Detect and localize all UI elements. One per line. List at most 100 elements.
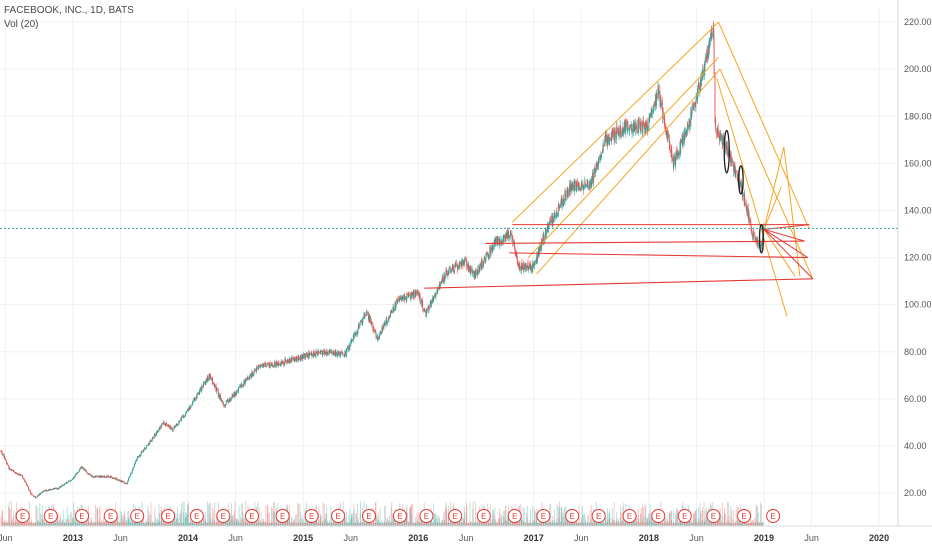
volume-bar [587, 516, 589, 526]
candle-body [134, 463, 136, 465]
volume-bar [704, 518, 706, 526]
candle-body [98, 475, 100, 477]
volume-bar [152, 521, 154, 526]
candle-body [484, 257, 485, 260]
volume-bar [145, 520, 147, 526]
volume-bar [609, 512, 611, 526]
volume-bar [615, 522, 617, 526]
candle-body [95, 475, 97, 478]
volume-bar [62, 522, 63, 526]
volume-bar [651, 521, 653, 526]
candle-body [166, 422, 167, 426]
volume-bar [744, 522, 746, 526]
candle-body [208, 378, 209, 380]
volume-bar [710, 519, 712, 526]
volume-bar [359, 511, 361, 526]
candle-body [269, 361, 271, 367]
volume-bar [525, 522, 527, 526]
candle-body [342, 353, 344, 356]
volume-bar [381, 520, 383, 526]
volume-bar [454, 520, 455, 526]
volume-bar [713, 522, 715, 526]
volume-bar [320, 516, 322, 526]
candle-body [163, 421, 165, 424]
volume-bar [321, 521, 323, 526]
candle-body [261, 365, 263, 366]
candle-body [199, 390, 201, 394]
volume-bar [483, 522, 485, 526]
volume-bar [287, 518, 289, 526]
candle-body [140, 452, 142, 456]
candle-body [391, 311, 393, 313]
volume-bar [223, 520, 225, 526]
volume-bar [565, 520, 567, 526]
volume-bar [4, 519, 6, 526]
volume-bar [74, 522, 76, 526]
candle-body [468, 267, 470, 272]
volume-bar [445, 507, 447, 526]
volume-bar [147, 517, 149, 526]
candle-body [367, 312, 368, 314]
volume-bar [737, 520, 738, 526]
candle-body [158, 429, 160, 430]
volume-bar [87, 516, 89, 526]
volume-bar [153, 521, 155, 526]
volume-bar [315, 521, 317, 526]
candle-body [454, 265, 456, 270]
volume-bar [432, 522, 434, 526]
candle-body [190, 407, 191, 409]
volume-bar [591, 522, 593, 526]
volume-bar [661, 522, 663, 526]
volume-bar [162, 522, 164, 526]
candle-body [406, 294, 408, 296]
volume-bar [502, 522, 504, 526]
candle-body [459, 264, 461, 266]
volume-bar [583, 522, 584, 526]
candle-body [531, 268, 533, 272]
candle-body [571, 189, 573, 192]
volume-bar [355, 522, 357, 526]
candle-body [1, 451, 3, 454]
volume-bar [721, 515, 723, 526]
volume-bar [695, 510, 696, 526]
candle-body [564, 192, 566, 203]
volume-bar [86, 522, 88, 526]
volume-bar [620, 521, 622, 526]
candle-body [424, 309, 426, 312]
volume-bar [235, 518, 237, 526]
candle-body [5, 460, 7, 463]
volume-bar [522, 506, 524, 526]
volume-bar [156, 522, 158, 526]
volume-bar [540, 521, 542, 526]
volume-bar [549, 520, 551, 526]
volume-bar [501, 522, 503, 526]
volume-bar [531, 522, 533, 526]
volume-bar [5, 522, 7, 526]
volume-bar [639, 522, 641, 526]
candle-body [672, 160, 674, 168]
candle-body [523, 270, 525, 272]
volume-bar [511, 523, 513, 526]
volume-bar [95, 504, 97, 526]
candle-body [111, 477, 113, 479]
volume-bar [554, 509, 555, 526]
volume-bar [410, 514, 412, 526]
volume-bar [198, 521, 200, 526]
candle-body [648, 116, 650, 118]
volume-bar [417, 520, 419, 526]
candle-body [381, 331, 383, 335]
volume-bar [419, 522, 421, 526]
candle-body [2, 454, 4, 456]
volume-bar [279, 522, 281, 526]
candle-body [611, 130, 613, 136]
candle-body [672, 157, 674, 162]
candle-body [426, 310, 428, 313]
volume-bar [260, 522, 262, 526]
volume-bar [408, 521, 409, 526]
volume-bar [430, 519, 431, 526]
candle-body [565, 196, 566, 198]
candle-body [119, 480, 121, 482]
candle-body [470, 267, 472, 272]
candle-body [576, 181, 578, 185]
